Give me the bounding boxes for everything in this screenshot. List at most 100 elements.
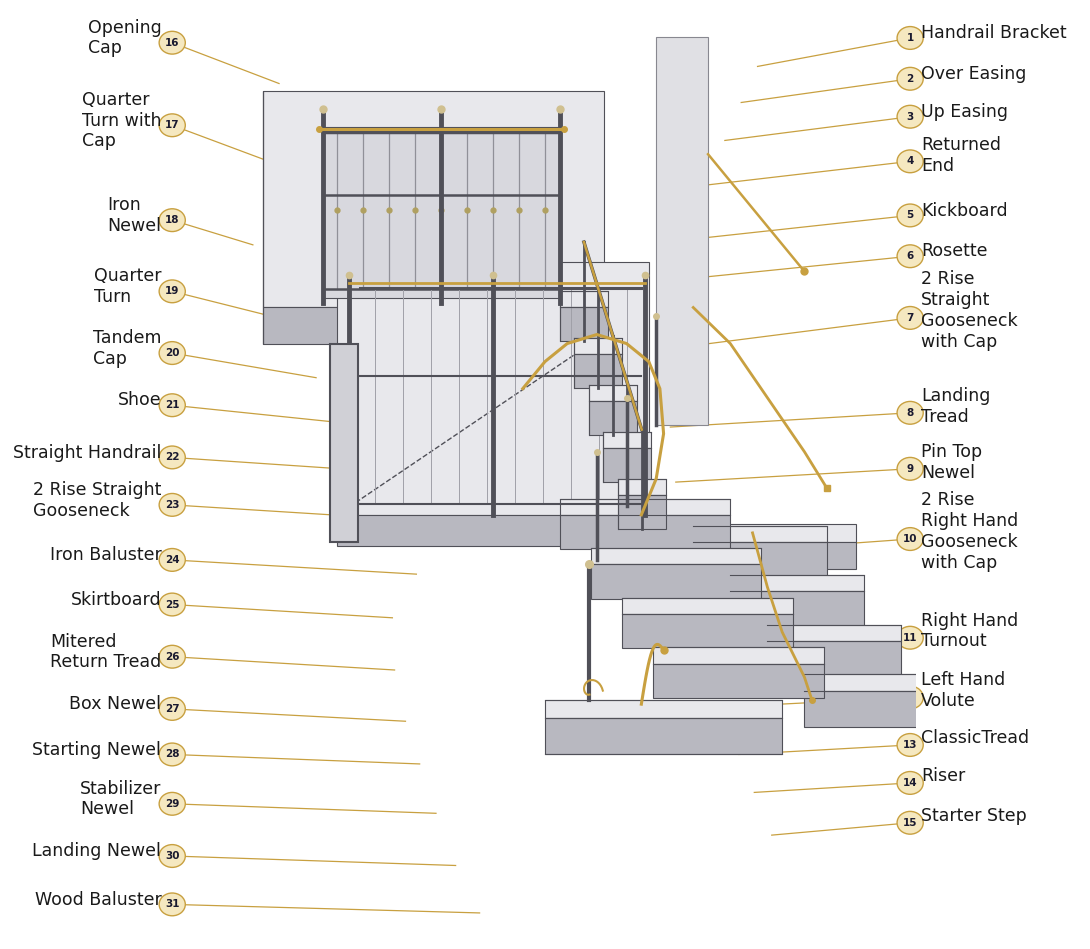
Text: Starter Step: Starter Step [921,808,1027,825]
Text: 22: 22 [165,453,180,462]
Circle shape [159,549,185,571]
Circle shape [159,698,185,720]
Text: 27: 27 [165,704,180,714]
Text: Handrail Bracket: Handrail Bracket [921,25,1067,42]
Circle shape [159,893,185,916]
Polygon shape [545,717,783,754]
Text: 14: 14 [903,778,918,788]
Circle shape [159,342,185,364]
Circle shape [159,493,185,516]
Text: 16: 16 [165,38,180,47]
Text: Box Newel: Box Newel [70,696,161,713]
Text: Right Hand
Turnout: Right Hand Turnout [921,612,1018,650]
Text: 2 Rise
Right Hand
Gooseneck
with Cap: 2 Rise Right Hand Gooseneck with Cap [921,492,1018,571]
Text: Mitered
Return Tread: Mitered Return Tread [50,633,161,671]
Text: 25: 25 [165,600,180,609]
Polygon shape [264,307,604,344]
Polygon shape [622,614,792,648]
Polygon shape [693,542,826,578]
Polygon shape [693,542,857,569]
Polygon shape [589,385,637,401]
Text: 2 Rise
Straight
Gooseneck
with Cap: 2 Rise Straight Gooseneck with Cap [921,270,1018,350]
Circle shape [897,811,923,834]
Text: 6: 6 [907,251,913,261]
Text: 2 Rise Straight
Gooseneck: 2 Rise Straight Gooseneck [33,481,161,519]
Polygon shape [730,591,863,627]
Polygon shape [589,401,637,435]
Polygon shape [804,691,937,727]
Polygon shape [591,565,762,599]
Text: Straight Handrail: Straight Handrail [13,444,161,461]
Text: Left Hand
Volute: Left Hand Volute [921,672,1005,710]
Text: 4: 4 [907,157,913,166]
Text: 7: 7 [907,313,913,323]
Text: Starting Newel: Starting Newel [33,741,161,758]
Circle shape [897,686,923,709]
Text: Landing
Tread: Landing Tread [921,387,991,425]
Text: 30: 30 [165,851,180,861]
Circle shape [159,743,185,766]
Polygon shape [603,448,652,482]
Circle shape [159,209,185,232]
Text: Shoe: Shoe [118,392,161,409]
Polygon shape [264,91,604,307]
Polygon shape [804,675,937,691]
Text: Opening
Cap: Opening Cap [87,19,161,57]
Text: Returned
End: Returned End [921,137,1001,175]
Circle shape [897,27,923,49]
Circle shape [897,245,923,268]
Text: Iron
Newel: Iron Newel [107,196,161,234]
Text: Riser: Riser [921,768,966,785]
Polygon shape [622,598,792,614]
Polygon shape [330,344,359,542]
Text: 21: 21 [165,400,180,410]
Polygon shape [338,514,649,547]
Circle shape [159,31,185,54]
Text: 3: 3 [907,112,913,121]
Circle shape [159,792,185,815]
Polygon shape [574,338,622,354]
Text: 20: 20 [165,348,180,358]
Text: ClassicTread: ClassicTread [921,730,1029,747]
Text: 2: 2 [907,74,913,84]
Circle shape [159,446,185,469]
Text: 19: 19 [165,287,180,296]
Circle shape [159,845,185,867]
Circle shape [897,528,923,550]
Polygon shape [618,479,666,495]
Polygon shape [603,432,652,448]
Polygon shape [560,498,730,514]
Text: Over Easing: Over Easing [921,65,1027,83]
Circle shape [897,626,923,649]
Circle shape [897,772,923,794]
Text: 13: 13 [903,740,918,750]
Polygon shape [767,624,900,642]
Polygon shape [653,647,824,663]
Polygon shape [574,354,622,388]
Text: Tandem
Cap: Tandem Cap [93,329,161,367]
Text: Kickboard: Kickboard [921,202,1007,219]
Circle shape [159,645,185,668]
Polygon shape [656,37,708,425]
Text: 31: 31 [165,900,180,909]
Text: Rosette: Rosette [921,243,988,260]
Text: 18: 18 [165,215,180,225]
Text: Quarter
Turn with
Cap: Quarter Turn with Cap [82,91,161,150]
Text: Skirtboard: Skirtboard [71,591,161,608]
Polygon shape [730,575,863,591]
Text: Iron Baluster: Iron Baluster [49,547,161,564]
Circle shape [897,734,923,756]
Text: Quarter
Turn: Quarter Turn [94,268,161,306]
Circle shape [897,204,923,227]
Polygon shape [693,526,826,542]
Text: 15: 15 [903,818,918,828]
Text: 11: 11 [903,633,918,642]
Text: Pin Top
Newel: Pin Top Newel [921,443,982,481]
Text: 10: 10 [903,534,918,544]
Polygon shape [653,663,824,698]
Text: 8: 8 [907,408,913,418]
Text: 24: 24 [165,555,180,565]
Circle shape [897,105,923,128]
Text: 9: 9 [907,464,913,474]
Text: Stabilizer
Newel: Stabilizer Newel [80,780,161,818]
